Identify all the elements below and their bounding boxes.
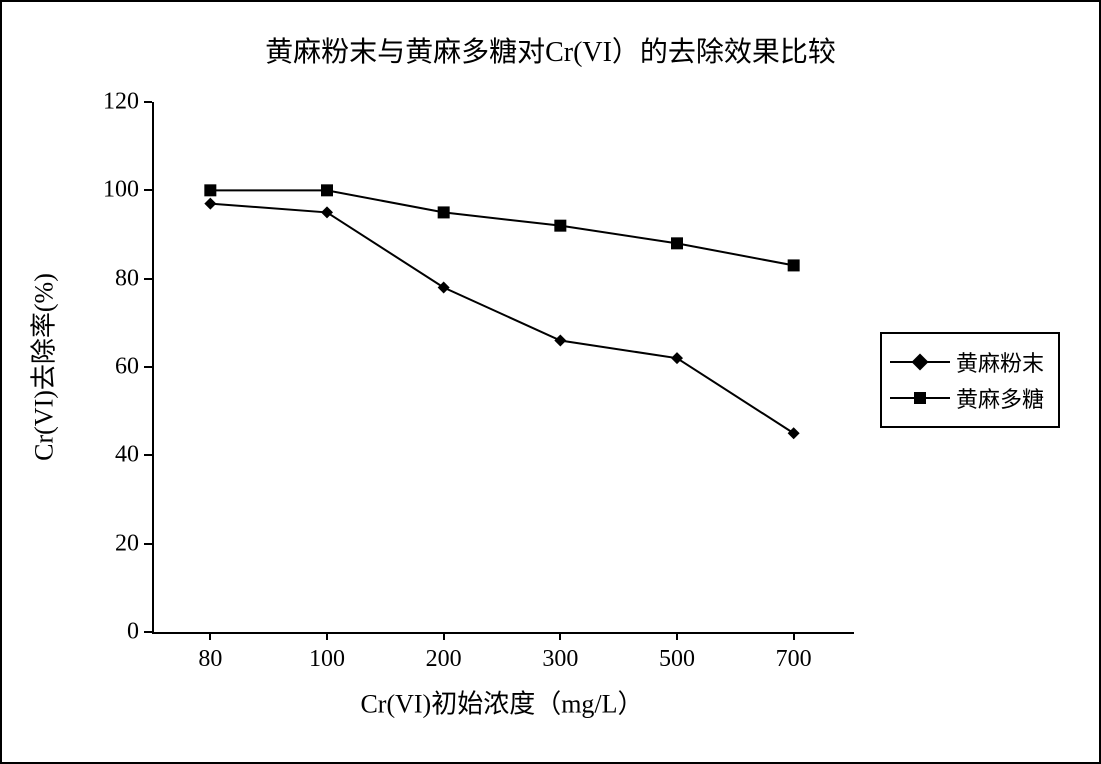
square-marker-icon (671, 237, 683, 249)
y-tick-mark (144, 454, 152, 456)
x-axis-label: Cr(VI)初始浓度（mg/L） (360, 684, 643, 721)
x-tick-label: 80 (198, 646, 222, 673)
diamond-marker-icon (204, 198, 216, 210)
x-tick-mark (326, 632, 328, 640)
legend-item: 黄麻多糖 (890, 380, 1050, 416)
y-tick-mark (144, 101, 152, 103)
x-tick-mark (443, 632, 445, 640)
square-marker-icon (438, 206, 450, 218)
legend-label: 黄麻多糖 (956, 382, 1044, 414)
square-marker-icon (554, 220, 566, 232)
y-tick-mark (144, 189, 152, 191)
x-tick-label: 100 (309, 646, 345, 673)
y-axis-label: Cr(VI)去除率(%) (24, 273, 61, 461)
legend-swatch (890, 388, 950, 408)
chart-frame: 黄麻粉末与黄麻多糖对Cr(VI）的去除效果比较 Cr(VI)去除率(%) Cr(… (0, 0, 1101, 764)
y-tick-mark (144, 278, 152, 280)
square-marker-icon (788, 259, 800, 271)
square-marker-icon (321, 184, 333, 196)
y-tick-mark (144, 631, 152, 633)
x-tick-mark (209, 632, 211, 640)
diamond-marker-icon (788, 427, 800, 439)
y-tick-mark (144, 543, 152, 545)
series-line (210, 204, 793, 434)
chart-title: 黄麻粉末与黄麻多糖对Cr(VI）的去除效果比较 (2, 30, 1099, 70)
legend-label: 黄麻粉末 (956, 346, 1044, 378)
x-tick-label: 200 (426, 646, 462, 673)
legend-swatch (890, 352, 950, 372)
legend: 黄麻粉末 黄麻多糖 (880, 332, 1060, 428)
y-tick-label: 80 (79, 265, 139, 292)
chart-svg (152, 102, 852, 632)
legend-item: 黄麻粉末 (890, 344, 1050, 380)
x-tick-mark (676, 632, 678, 640)
y-tick-label: 60 (79, 354, 139, 381)
x-tick-label: 300 (542, 646, 578, 673)
diamond-marker-icon (912, 354, 929, 371)
square-marker-icon (204, 184, 216, 196)
diamond-marker-icon (554, 335, 566, 347)
y-tick-label: 0 (79, 619, 139, 646)
x-tick-mark (793, 632, 795, 640)
diamond-marker-icon (321, 206, 333, 218)
square-marker-icon (914, 392, 926, 404)
x-tick-label: 700 (776, 646, 812, 673)
y-tick-label: 20 (79, 530, 139, 557)
series-line (210, 190, 793, 265)
y-tick-label: 40 (79, 442, 139, 469)
x-tick-label: 500 (659, 646, 695, 673)
diamond-marker-icon (671, 352, 683, 364)
y-tick-mark (144, 366, 152, 368)
diamond-marker-icon (438, 282, 450, 294)
y-tick-label: 120 (79, 89, 139, 116)
y-tick-label: 100 (79, 177, 139, 204)
x-tick-mark (559, 632, 561, 640)
